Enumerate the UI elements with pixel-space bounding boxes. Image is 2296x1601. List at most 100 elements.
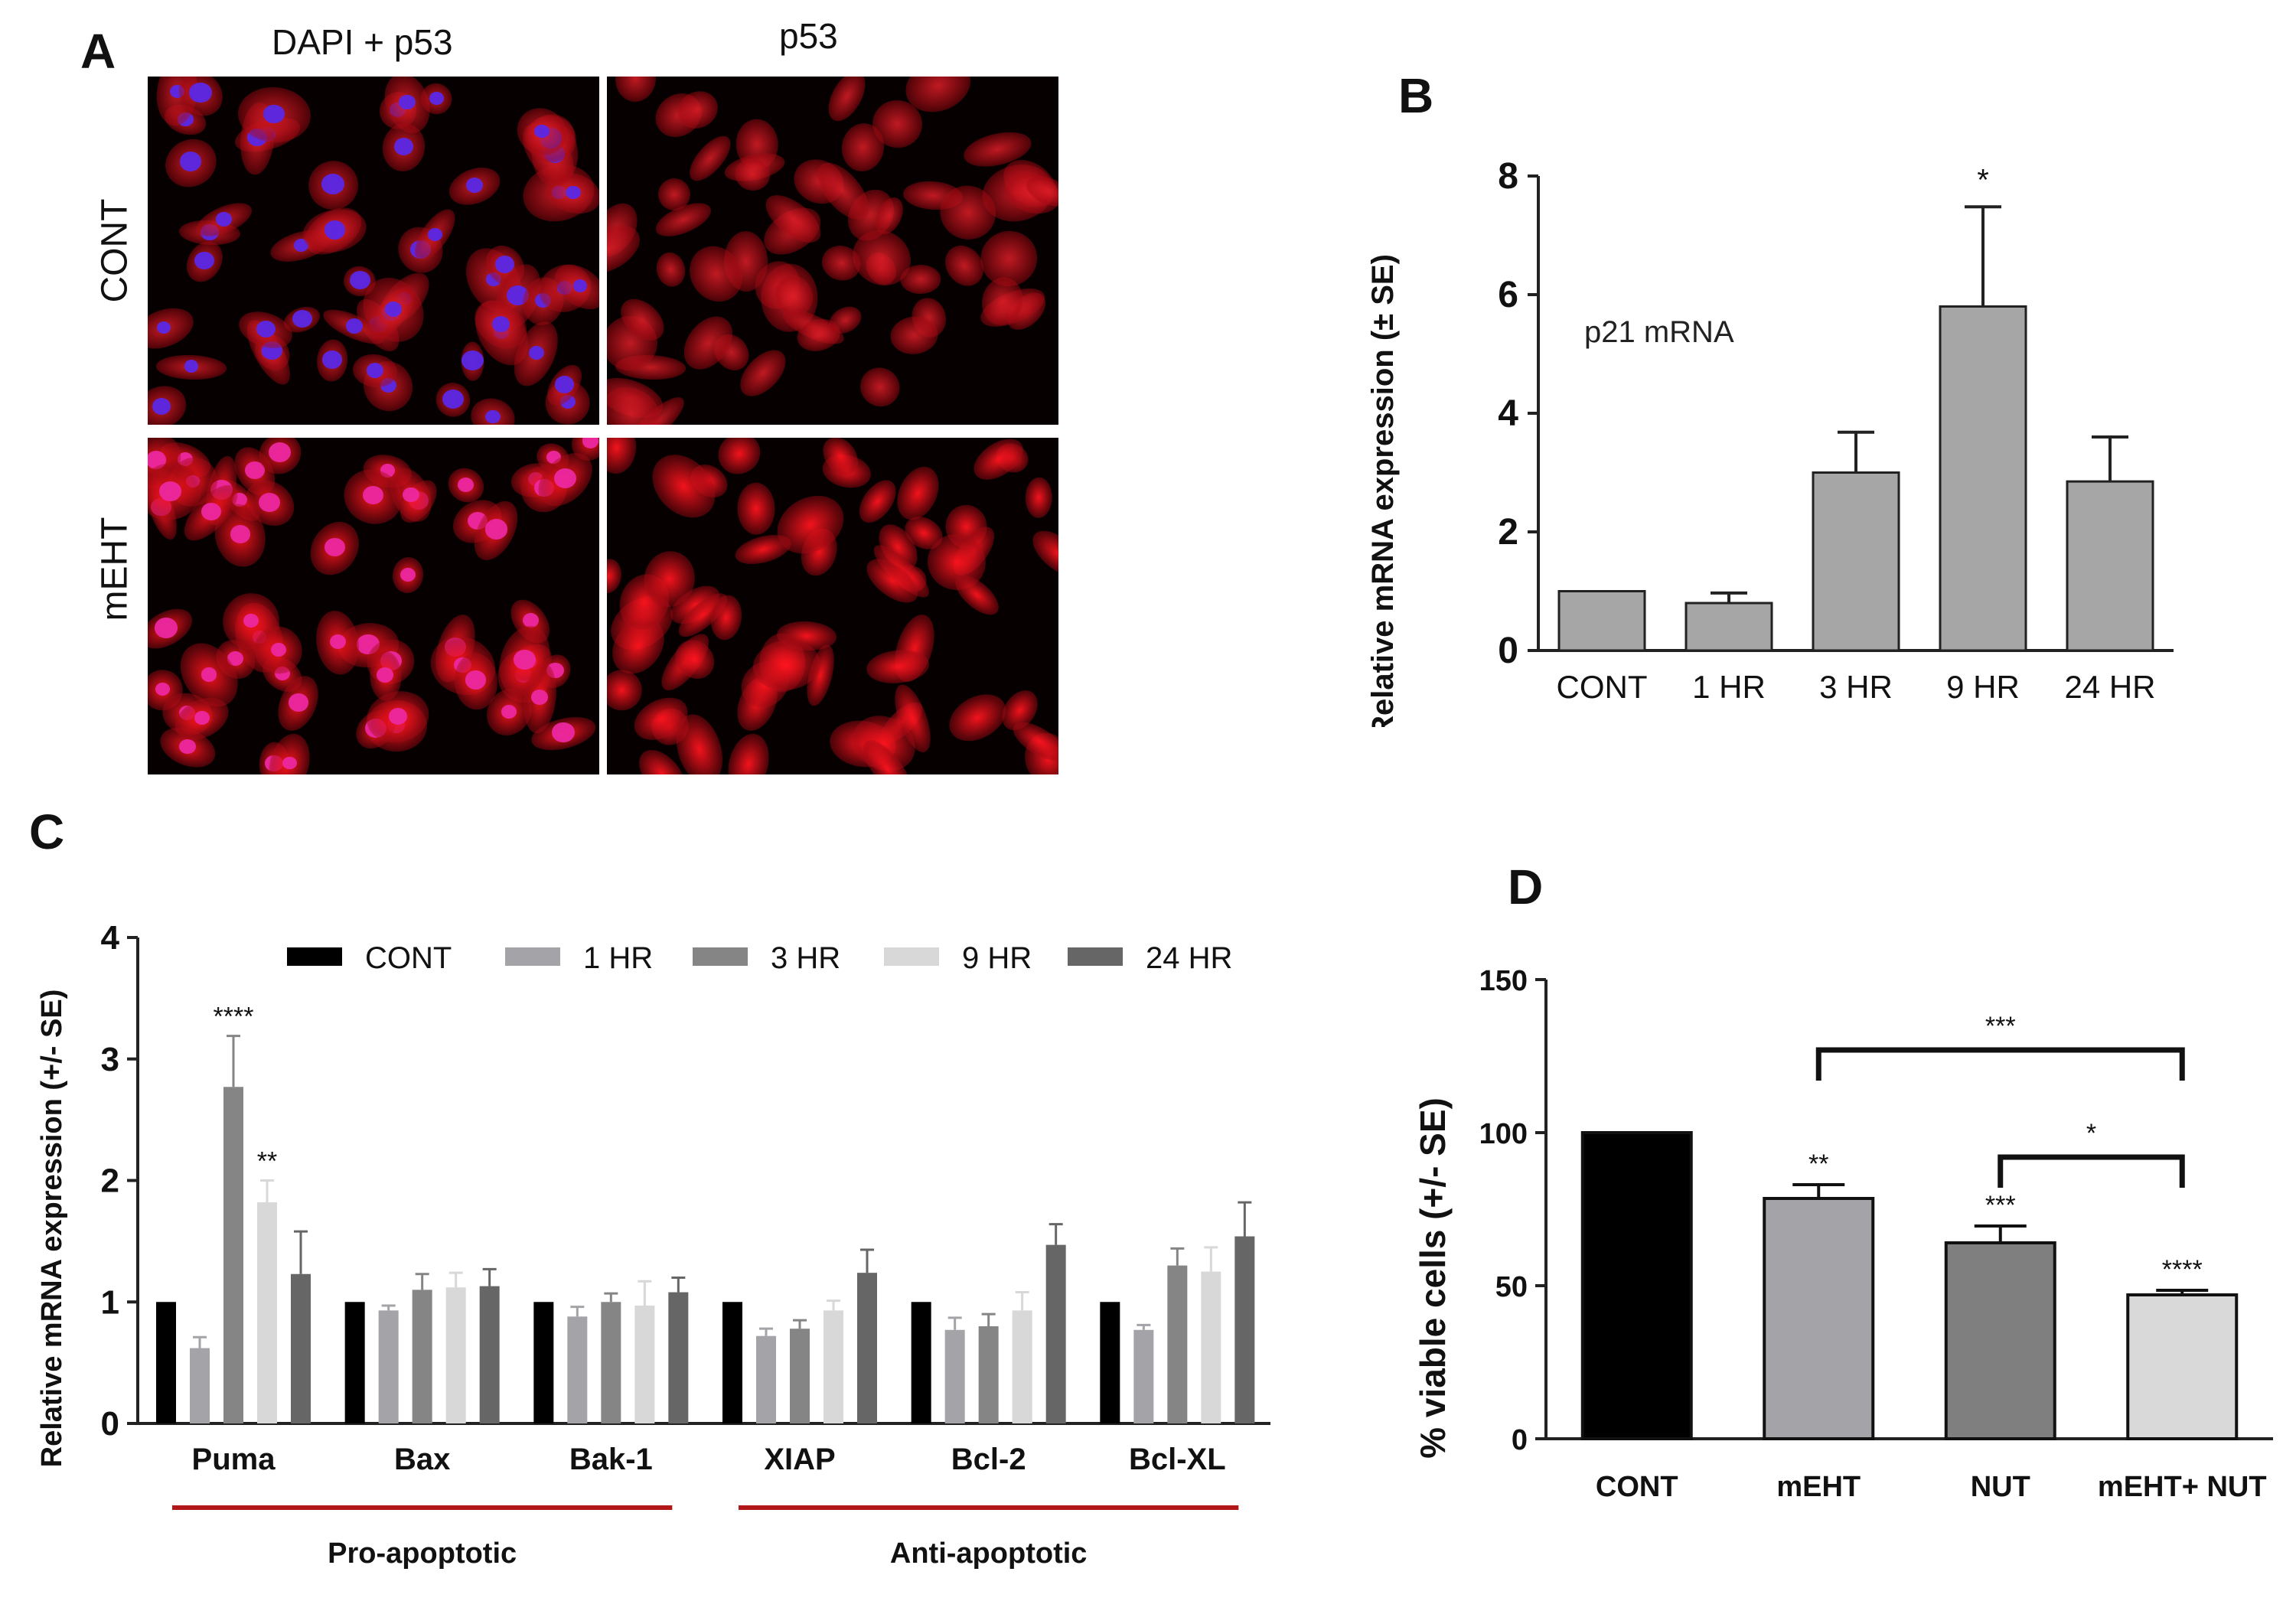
cell-nucleus <box>259 492 281 512</box>
chart-d-bar <box>1944 1241 2056 1440</box>
cell-nucleus <box>194 711 210 725</box>
cell-body <box>853 360 908 415</box>
col-label-dapi-p53: DAPI + p53 <box>272 22 453 62</box>
cell-nucleus <box>270 642 287 657</box>
chart-c-bar <box>911 1302 931 1423</box>
chart-b-p21-mrna: Relative mRNA expression (± SE) p21 mRNA… <box>1366 156 2174 727</box>
chart-c-bar <box>479 1286 500 1423</box>
cell-nucleus <box>158 481 181 501</box>
chart-d-bracket-label: * <box>2086 1119 2096 1148</box>
chart-d-bracket <box>1815 1047 2185 1081</box>
chart-b-annotation: p21 mRNA <box>1584 315 1734 349</box>
cell-nucleus <box>461 350 484 370</box>
chart-d-ytick-label: 100 <box>1479 1118 1528 1150</box>
chart-c-bar <box>291 1273 311 1423</box>
chart-b-xtick-label: 3 HR <box>1819 669 1893 705</box>
cell-nucleus <box>572 279 588 292</box>
cell-body <box>1024 522 1058 585</box>
cell-nucleus <box>345 318 363 334</box>
cell-nucleus <box>321 351 343 369</box>
chart-c-bar <box>944 1329 965 1423</box>
cell-nucleus <box>528 346 544 360</box>
cell-nucleus <box>485 409 501 424</box>
chart-c-xtick-label: Bcl-2 <box>951 1443 1026 1476</box>
chart-c-ytick-label: 0 <box>101 1405 119 1443</box>
cell-nucleus <box>216 212 232 227</box>
chart-c-bar <box>223 1087 243 1423</box>
cell-body <box>1025 477 1052 518</box>
row-label-meht: mEHT <box>94 517 135 621</box>
chart-d-viable-cells: % viable cells (+/- SE) 0 50 100 150 CONT ** m… <box>1413 965 2273 1503</box>
chart-d-significance: *** <box>1985 1191 2016 1220</box>
chart-d-xtick-label: mEHT <box>1776 1471 1861 1503</box>
chart-c-legend-label: 1 HR <box>583 941 653 975</box>
chart-c-legend-label: CONT <box>365 941 452 975</box>
cell-nucleus <box>457 477 474 492</box>
chart-c-legend-swatch <box>287 947 342 966</box>
cell-nucleus <box>466 178 484 193</box>
cell-nucleus <box>256 320 276 337</box>
chart-d-xtick-label: mEHT+ NUT <box>2098 1471 2267 1503</box>
panel-letter-c: C <box>29 804 65 859</box>
chart-c-bar <box>857 1273 877 1423</box>
cell-body <box>736 481 776 535</box>
cell-body <box>607 216 648 284</box>
cell-nucleus <box>263 104 285 124</box>
chart-c-bar <box>1201 1271 1221 1423</box>
row-label-cont: CONT <box>94 198 135 303</box>
chart-c-bar <box>722 1302 742 1423</box>
chart-d-bracket-label: *** <box>1985 1012 2016 1041</box>
cell-nucleus <box>514 650 536 670</box>
chart-c-ytick-label: 4 <box>101 919 120 957</box>
chart-b-ytick-label: 0 <box>1498 631 1518 671</box>
cell-nucleus <box>329 634 346 650</box>
cell-nucleus <box>189 82 213 103</box>
cell-nucleus <box>194 251 215 270</box>
chart-c-bar <box>790 1329 810 1423</box>
chart-b-bar <box>1812 471 1900 652</box>
cell-nucleus <box>385 302 403 317</box>
col-label-p53: p53 <box>779 16 838 56</box>
chart-c-ylabel: Relative mRNA expression (+/- SE) <box>36 990 68 1468</box>
chart-c-bar <box>445 1287 466 1423</box>
chart-b-xtick-label: 9 HR <box>1946 669 2020 705</box>
panel-letter-a: A <box>80 24 116 79</box>
micrograph-cont-dapi-p53 <box>148 77 599 425</box>
cell-nucleus <box>289 693 308 712</box>
chart-d-bracket <box>1998 1154 2185 1188</box>
cell-body <box>653 249 689 290</box>
chart-c-ytick-label: 1 <box>101 1283 119 1321</box>
cell-nucleus <box>388 708 408 725</box>
cell-nucleus <box>268 442 292 463</box>
cell-nucleus <box>522 613 539 628</box>
chart-c-significance: ** <box>257 1147 277 1176</box>
cell-nucleus <box>243 614 259 628</box>
chart-c-bar <box>533 1302 554 1423</box>
chart-b-bar <box>1684 602 1773 652</box>
cell-nucleus <box>484 519 508 540</box>
cell-nucleus <box>553 468 577 489</box>
cell-body <box>607 556 625 595</box>
cell-body <box>148 300 199 357</box>
cell-nucleus <box>179 152 202 171</box>
cell-body <box>722 729 775 774</box>
cell-nucleus <box>325 537 346 557</box>
cell-nucleus <box>152 398 171 416</box>
cell-nucleus <box>179 739 197 755</box>
chart-c-group-label: Anti-apoptotic <box>890 1537 1088 1570</box>
chart-d-xtick-label: CONT <box>1596 1471 1678 1503</box>
chart-c-ytick-label: 2 <box>101 1162 119 1200</box>
chart-c-legend-swatch <box>693 947 748 966</box>
cell-nucleus <box>245 461 265 480</box>
cell-nucleus <box>582 438 599 448</box>
cell-nucleus <box>494 256 515 274</box>
chart-b-significance: * <box>1977 163 1989 197</box>
chart-d-ytick-label: 50 <box>1495 1271 1528 1303</box>
chart-b-bar <box>2066 480 2154 652</box>
chart-c-apoptosis-genes: Relative mRNA expression (+/- SE) 0 1 2 3 4 *… <box>36 919 1270 1570</box>
cell-nucleus <box>501 704 517 719</box>
cell-nucleus <box>201 667 217 682</box>
chart-c-xtick-label: Bak-1 <box>569 1443 653 1476</box>
chart-b-ytick-label: 2 <box>1498 512 1518 553</box>
chart-c-bar <box>344 1302 365 1423</box>
